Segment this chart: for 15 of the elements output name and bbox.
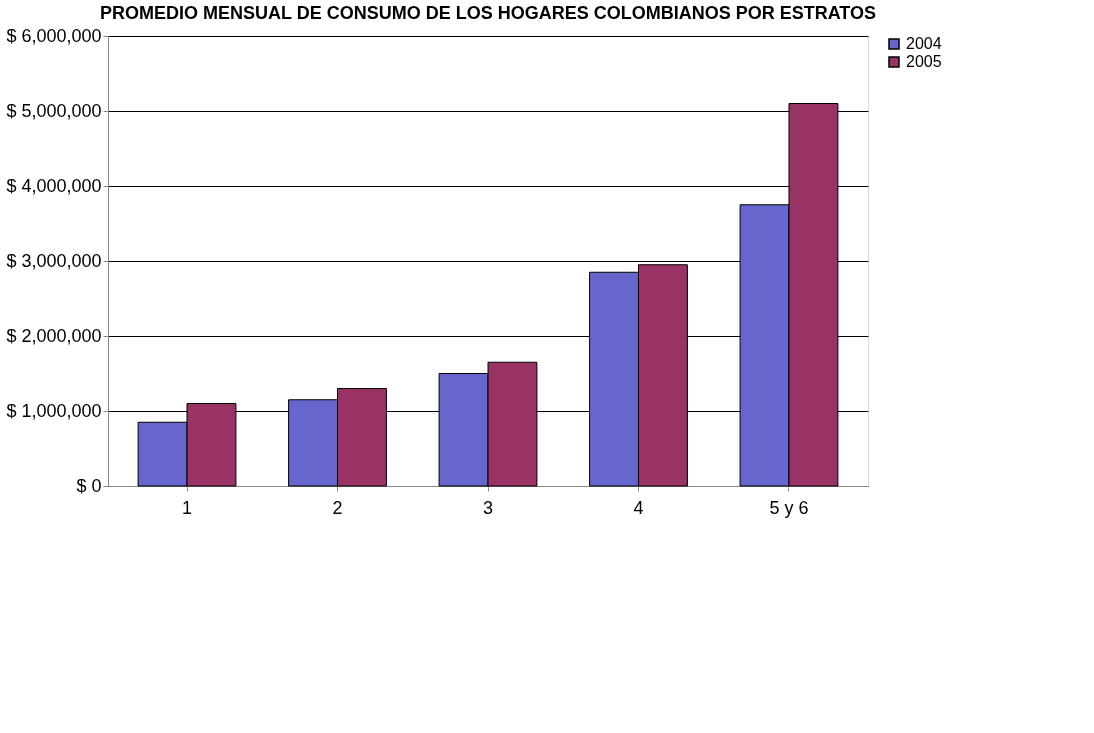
y-tick-label: $ 6,000,000 [6, 25, 102, 46]
y-tick-label: $ 0 [76, 475, 102, 496]
x-tick-label: 1 [182, 497, 193, 518]
y-tick-label: $ 4,000,000 [6, 175, 102, 196]
y-tick-label: $ 5,000,000 [6, 100, 102, 121]
x-tick-label: 5 y 6 [769, 497, 809, 518]
x-tick-label: 2 [332, 497, 343, 518]
y-tick-label: $ 3,000,000 [6, 250, 102, 271]
x-tick-label: 4 [633, 497, 644, 518]
legend-label: 2004 [906, 35, 942, 52]
legend-label: 2005 [906, 53, 942, 70]
y-tick-label: $ 2,000,000 [6, 325, 102, 346]
y-tick-label: $ 1,000,000 [6, 400, 102, 421]
x-tick-label: 3 [482, 497, 494, 518]
chart-title: PROMEDIO MENSUAL DE CONSUMO DE LOS HOGARES COLOMBIANOS POR ESTRATOS [99, 3, 877, 23]
